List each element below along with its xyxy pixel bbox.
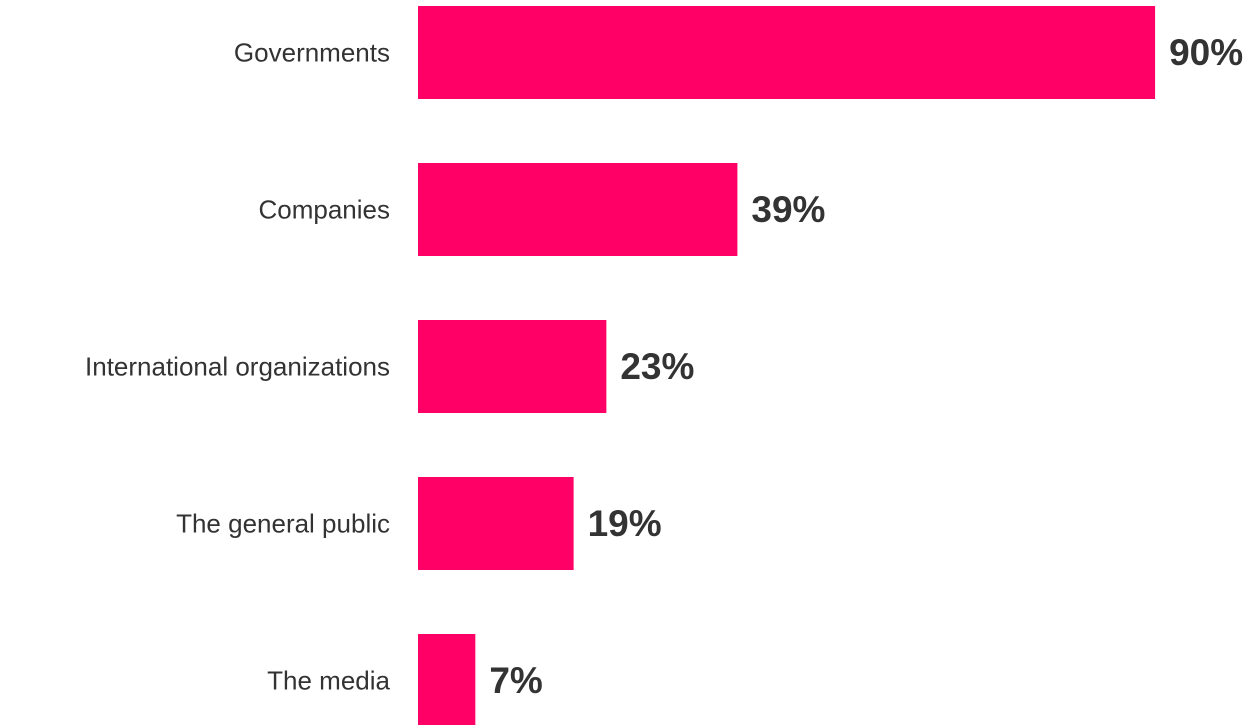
category-label-companies: Companies [258, 195, 390, 225]
category-label-international-organizations: International organizations [85, 352, 390, 382]
bar-the-media [418, 634, 476, 725]
category-label-governments: Governments [234, 38, 390, 68]
value-label-governments: 90% [1169, 32, 1243, 73]
category-label-the-media: The media [267, 666, 390, 696]
value-label-the-general-public: 19% [588, 503, 662, 544]
bars-layer [418, 6, 1156, 725]
bar-the-general-public [418, 477, 574, 570]
value-label-international-organizations: 23% [620, 346, 694, 387]
labels-layer: Governments 90% Companies 39% International … [85, 32, 1243, 701]
value-label-the-media: 7% [489, 660, 542, 701]
value-label-companies: 39% [751, 189, 825, 230]
category-label-the-general-public: The general public [176, 509, 390, 539]
bar-governments [418, 6, 1156, 99]
bar-international-organizations [418, 320, 607, 413]
bar-companies [418, 163, 738, 256]
